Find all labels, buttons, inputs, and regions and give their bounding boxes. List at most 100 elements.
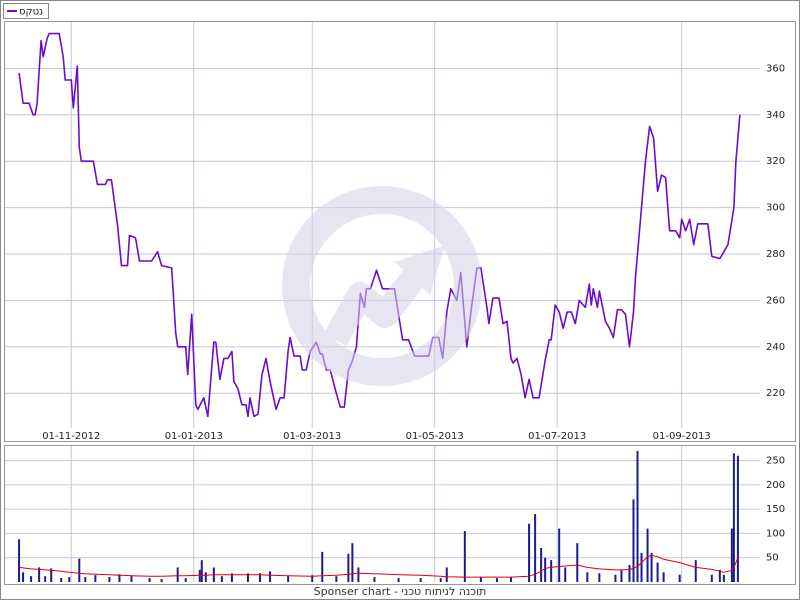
watermark: [282, 186, 482, 386]
volume-bar: [311, 575, 314, 582]
volume-bar: [479, 577, 482, 582]
volume-bar: [259, 573, 262, 582]
volume-bar: [544, 557, 547, 582]
volume-bar: [620, 569, 623, 582]
y-tick-label: 220: [766, 388, 785, 399]
y-tick-label: 360: [766, 63, 785, 74]
volume-bar: [204, 572, 207, 582]
volume-bar: [710, 574, 713, 582]
legend-label: נטקס: [19, 7, 43, 18]
volume-bar: [269, 571, 272, 582]
volume-bar: [18, 539, 21, 582]
volume-bar: [662, 572, 665, 582]
volume-bar: [148, 578, 151, 582]
volume-bar: [246, 573, 249, 582]
volume-bar: [732, 453, 735, 582]
volume-bar: [598, 573, 601, 582]
volume-bar: [646, 528, 649, 582]
volume-bar: [495, 578, 498, 582]
y-tick-label: 320: [766, 156, 785, 167]
volume-bar: [419, 578, 422, 582]
volume-bar: [351, 543, 354, 582]
volume-bar: [38, 567, 41, 582]
volume-bar: [287, 576, 290, 582]
volume-bar: [50, 568, 53, 582]
volume-bar: [30, 576, 33, 582]
series-line: [19, 554, 739, 578]
volume-bar: [628, 565, 631, 582]
volume-bar: [540, 548, 543, 582]
volume-bar: [722, 574, 725, 582]
volume-bar: [656, 562, 659, 582]
volume-bar: [160, 579, 163, 582]
y-tick-label: 50: [766, 553, 779, 564]
x-tick-label: 01-03-2013: [283, 431, 341, 442]
volume-bar: [550, 560, 553, 582]
volume-bar: [84, 577, 87, 582]
y-tick-label: 150: [766, 504, 785, 515]
x-tick-label: 01-01-2013: [165, 431, 223, 442]
volume-bar: [730, 528, 733, 582]
volume-bar: [640, 552, 643, 582]
y-tick-label: 240: [766, 342, 785, 353]
volume-bar: [445, 567, 448, 582]
y-tick-label: 200: [766, 480, 785, 491]
volume-bar: [335, 576, 338, 582]
x-tick-label: 01-05-2013: [406, 431, 464, 442]
volume-bar: [347, 553, 350, 582]
volume-bar: [198, 569, 201, 582]
volume-bar: [632, 499, 635, 582]
volume-bar: [564, 567, 567, 582]
volume-bar: [558, 528, 561, 582]
volume-bar: [176, 567, 179, 582]
volume-bar: [510, 577, 513, 582]
volume-bar: [44, 576, 47, 582]
y-tick-label: 250: [766, 456, 785, 467]
volume-bar: [678, 574, 681, 582]
volume-bar: [357, 567, 360, 582]
x-tick-label: 01-07-2013: [528, 431, 586, 442]
volume-bar: [528, 523, 531, 582]
volume-bar: [636, 450, 639, 582]
watermark-arrowhead: [395, 245, 445, 295]
volume-bar: [60, 578, 63, 582]
legend: נטקס: [3, 3, 49, 19]
volume-bar: [373, 577, 376, 582]
volume-bar: [614, 574, 617, 582]
volume-bar: [463, 531, 466, 582]
volume-bar: [200, 560, 203, 582]
volume-bar: [68, 577, 71, 582]
y-tick-label: 300: [766, 203, 785, 214]
volume-bar: [694, 560, 697, 582]
volume-bar: [220, 576, 223, 582]
volume-bar: [650, 552, 653, 582]
y-tick-label: 340: [766, 110, 785, 121]
volume-bar: [576, 543, 579, 582]
footer: Sponser chart - תוכנה לניתוח טכני: [314, 585, 487, 598]
volume-bar: [130, 576, 133, 582]
volume-bar: [586, 572, 589, 582]
volume-bar: [321, 551, 324, 582]
volume-bar: [94, 575, 97, 582]
y-tick-label: 280: [766, 249, 785, 260]
x-tick-label: 01-11-2012: [42, 431, 100, 442]
volume-bar: [534, 514, 537, 582]
volume-bar: [718, 569, 721, 582]
y-tick-label: 260: [766, 295, 785, 306]
legend-box: [3, 3, 49, 19]
volume-bar: [118, 574, 121, 582]
volume-bar: [230, 573, 233, 582]
volume-panel: [4, 445, 796, 585]
volume-bar: [78, 558, 81, 582]
volume-bar: [22, 572, 25, 582]
volume-bar: [397, 578, 400, 582]
watermark-ring: [282, 186, 482, 386]
volume-bar: [184, 578, 187, 582]
x-tick-label: 01-09-2013: [653, 431, 711, 442]
volume-bar: [736, 455, 739, 582]
y-tick-label: 100: [766, 528, 785, 539]
volume-bar: [439, 578, 442, 582]
volume-bar: [108, 577, 111, 582]
watermark-arrow: [323, 262, 431, 347]
